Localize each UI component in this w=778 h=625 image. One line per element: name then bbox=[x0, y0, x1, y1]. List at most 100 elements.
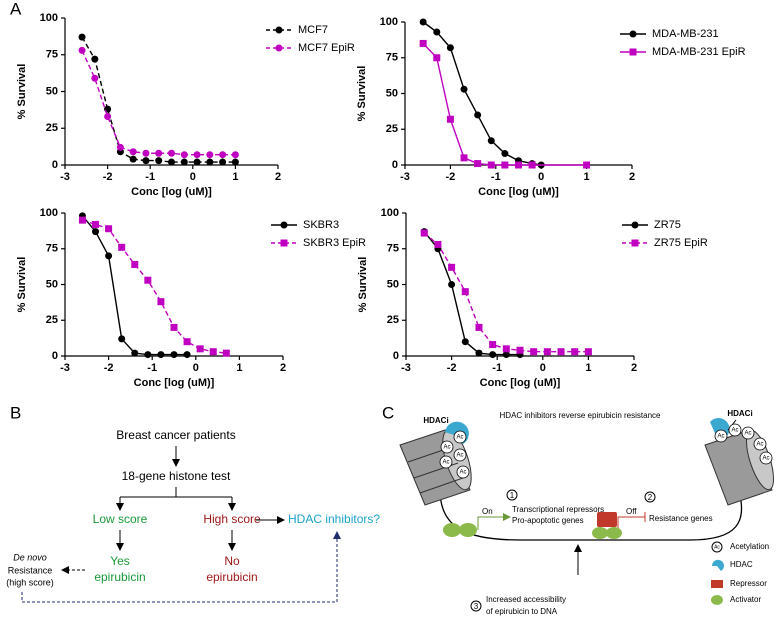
point bbox=[142, 149, 150, 157]
point bbox=[502, 345, 510, 353]
point bbox=[193, 158, 201, 166]
point bbox=[502, 351, 510, 359]
acetyl-circle bbox=[453, 430, 467, 444]
point bbox=[206, 158, 214, 166]
point bbox=[460, 85, 468, 93]
series-line bbox=[81, 215, 188, 356]
label: Off bbox=[626, 507, 637, 516]
node: HDAC inhibitors? bbox=[288, 512, 380, 526]
legend-label: ZR75 bbox=[654, 219, 681, 231]
point bbox=[91, 55, 99, 63]
legend-icon bbox=[711, 595, 723, 605]
y-tick-label: 25 bbox=[387, 314, 399, 326]
feedback-arrow bbox=[21, 531, 341, 603]
point bbox=[105, 252, 113, 260]
point bbox=[448, 281, 456, 288]
acetyl-label: Ac bbox=[756, 442, 763, 448]
legend-label: MDA-MB-231 bbox=[652, 28, 719, 40]
chart: 0 25 50 75 100 -3 -2 -1 0 1 2 Conc [log (uM)] % Surv… bbox=[16, 12, 355, 198]
series-line bbox=[81, 36, 236, 163]
point bbox=[105, 225, 113, 233]
series-line bbox=[82, 219, 227, 354]
point bbox=[446, 44, 454, 52]
point bbox=[461, 338, 469, 346]
point bbox=[557, 348, 565, 356]
point bbox=[168, 149, 175, 157]
point bbox=[489, 341, 497, 349]
acetyl-label: Ac bbox=[443, 445, 450, 451]
point bbox=[196, 345, 204, 353]
y-tick-label: 25 bbox=[46, 122, 58, 134]
x-tick-label: -1 bbox=[145, 171, 155, 183]
legend-label: SKBR3 bbox=[303, 219, 339, 231]
point bbox=[448, 263, 456, 271]
point bbox=[129, 155, 137, 163]
x-tick-label: -3 bbox=[401, 362, 411, 374]
point bbox=[475, 323, 483, 331]
label: Increased accessibility bbox=[486, 595, 566, 604]
y-tick-label: 50 bbox=[387, 278, 399, 290]
step-circle bbox=[506, 489, 518, 501]
flowchart: Breast cancer patients 18-gene histone t… bbox=[6, 428, 380, 603]
point bbox=[543, 348, 551, 356]
legend-marker bbox=[629, 30, 637, 38]
acetyl-circle bbox=[759, 451, 773, 465]
point bbox=[155, 149, 163, 157]
legend-marker bbox=[280, 239, 288, 247]
point bbox=[193, 151, 201, 159]
activator bbox=[459, 523, 477, 537]
legend-label: SKBR3 EpiR bbox=[303, 237, 366, 249]
repression-line bbox=[617, 512, 646, 530]
legend-icon-label: Ac bbox=[714, 544, 720, 550]
x-tick-label: -3 bbox=[60, 171, 70, 183]
connector bbox=[120, 487, 232, 498]
point bbox=[116, 143, 124, 151]
point bbox=[157, 351, 165, 359]
step-number: 2 bbox=[648, 493, 653, 502]
x-axis-label: Conc [log (uM)] bbox=[478, 186, 559, 198]
step-number: 1 bbox=[510, 491, 515, 500]
point bbox=[487, 161, 495, 169]
node: 18-gene histone test bbox=[122, 469, 231, 483]
series-line bbox=[422, 42, 587, 166]
point bbox=[501, 150, 509, 158]
x-axis-label: Conc [log (uM)] bbox=[480, 377, 561, 389]
y-axis-label: % Survival bbox=[16, 64, 28, 120]
legend-marker bbox=[629, 48, 637, 56]
x-tick-label: 1 bbox=[232, 171, 238, 183]
point bbox=[219, 158, 227, 166]
chart: 0 25 50 75 100 -3 -2 -1 0 1 2 Conc [log (uM)] % Surv… bbox=[357, 207, 708, 389]
acetyl-label: Ac bbox=[731, 428, 738, 434]
repressor bbox=[597, 512, 617, 527]
point bbox=[170, 323, 178, 331]
legend-label: MCF7 bbox=[298, 24, 328, 36]
panel-label: A bbox=[10, 0, 22, 18]
acetyl-label: Ac bbox=[442, 460, 449, 466]
point bbox=[419, 18, 427, 26]
x-tick-label: -3 bbox=[400, 171, 410, 183]
label: Resistance genes bbox=[649, 514, 713, 523]
y-tick-label: 0 bbox=[393, 350, 399, 362]
y-tick-label: 100 bbox=[40, 207, 58, 219]
label: HDACi bbox=[423, 416, 448, 425]
point bbox=[142, 157, 150, 165]
point bbox=[489, 351, 497, 359]
acetyl-circle bbox=[753, 437, 767, 451]
y-tick-label: 50 bbox=[386, 87, 398, 99]
y-tick-label: 75 bbox=[46, 243, 58, 255]
acetyl-circle bbox=[453, 448, 467, 462]
panel-label: B bbox=[10, 403, 21, 422]
point bbox=[78, 33, 86, 41]
point bbox=[487, 137, 495, 145]
y-tick-label: 100 bbox=[381, 207, 399, 219]
point bbox=[92, 228, 100, 236]
series-line bbox=[422, 21, 542, 166]
node: Yes bbox=[110, 554, 130, 568]
point bbox=[475, 349, 483, 357]
y-tick-label: 75 bbox=[46, 49, 58, 61]
point bbox=[157, 298, 165, 306]
y-tick-label: 75 bbox=[387, 243, 399, 255]
x-tick-label: 2 bbox=[280, 362, 286, 374]
point bbox=[118, 243, 126, 251]
chart: 0 25 50 75 100 -3 -2 -1 0 1 2 Conc [log (uM)] % Surv… bbox=[16, 207, 366, 389]
